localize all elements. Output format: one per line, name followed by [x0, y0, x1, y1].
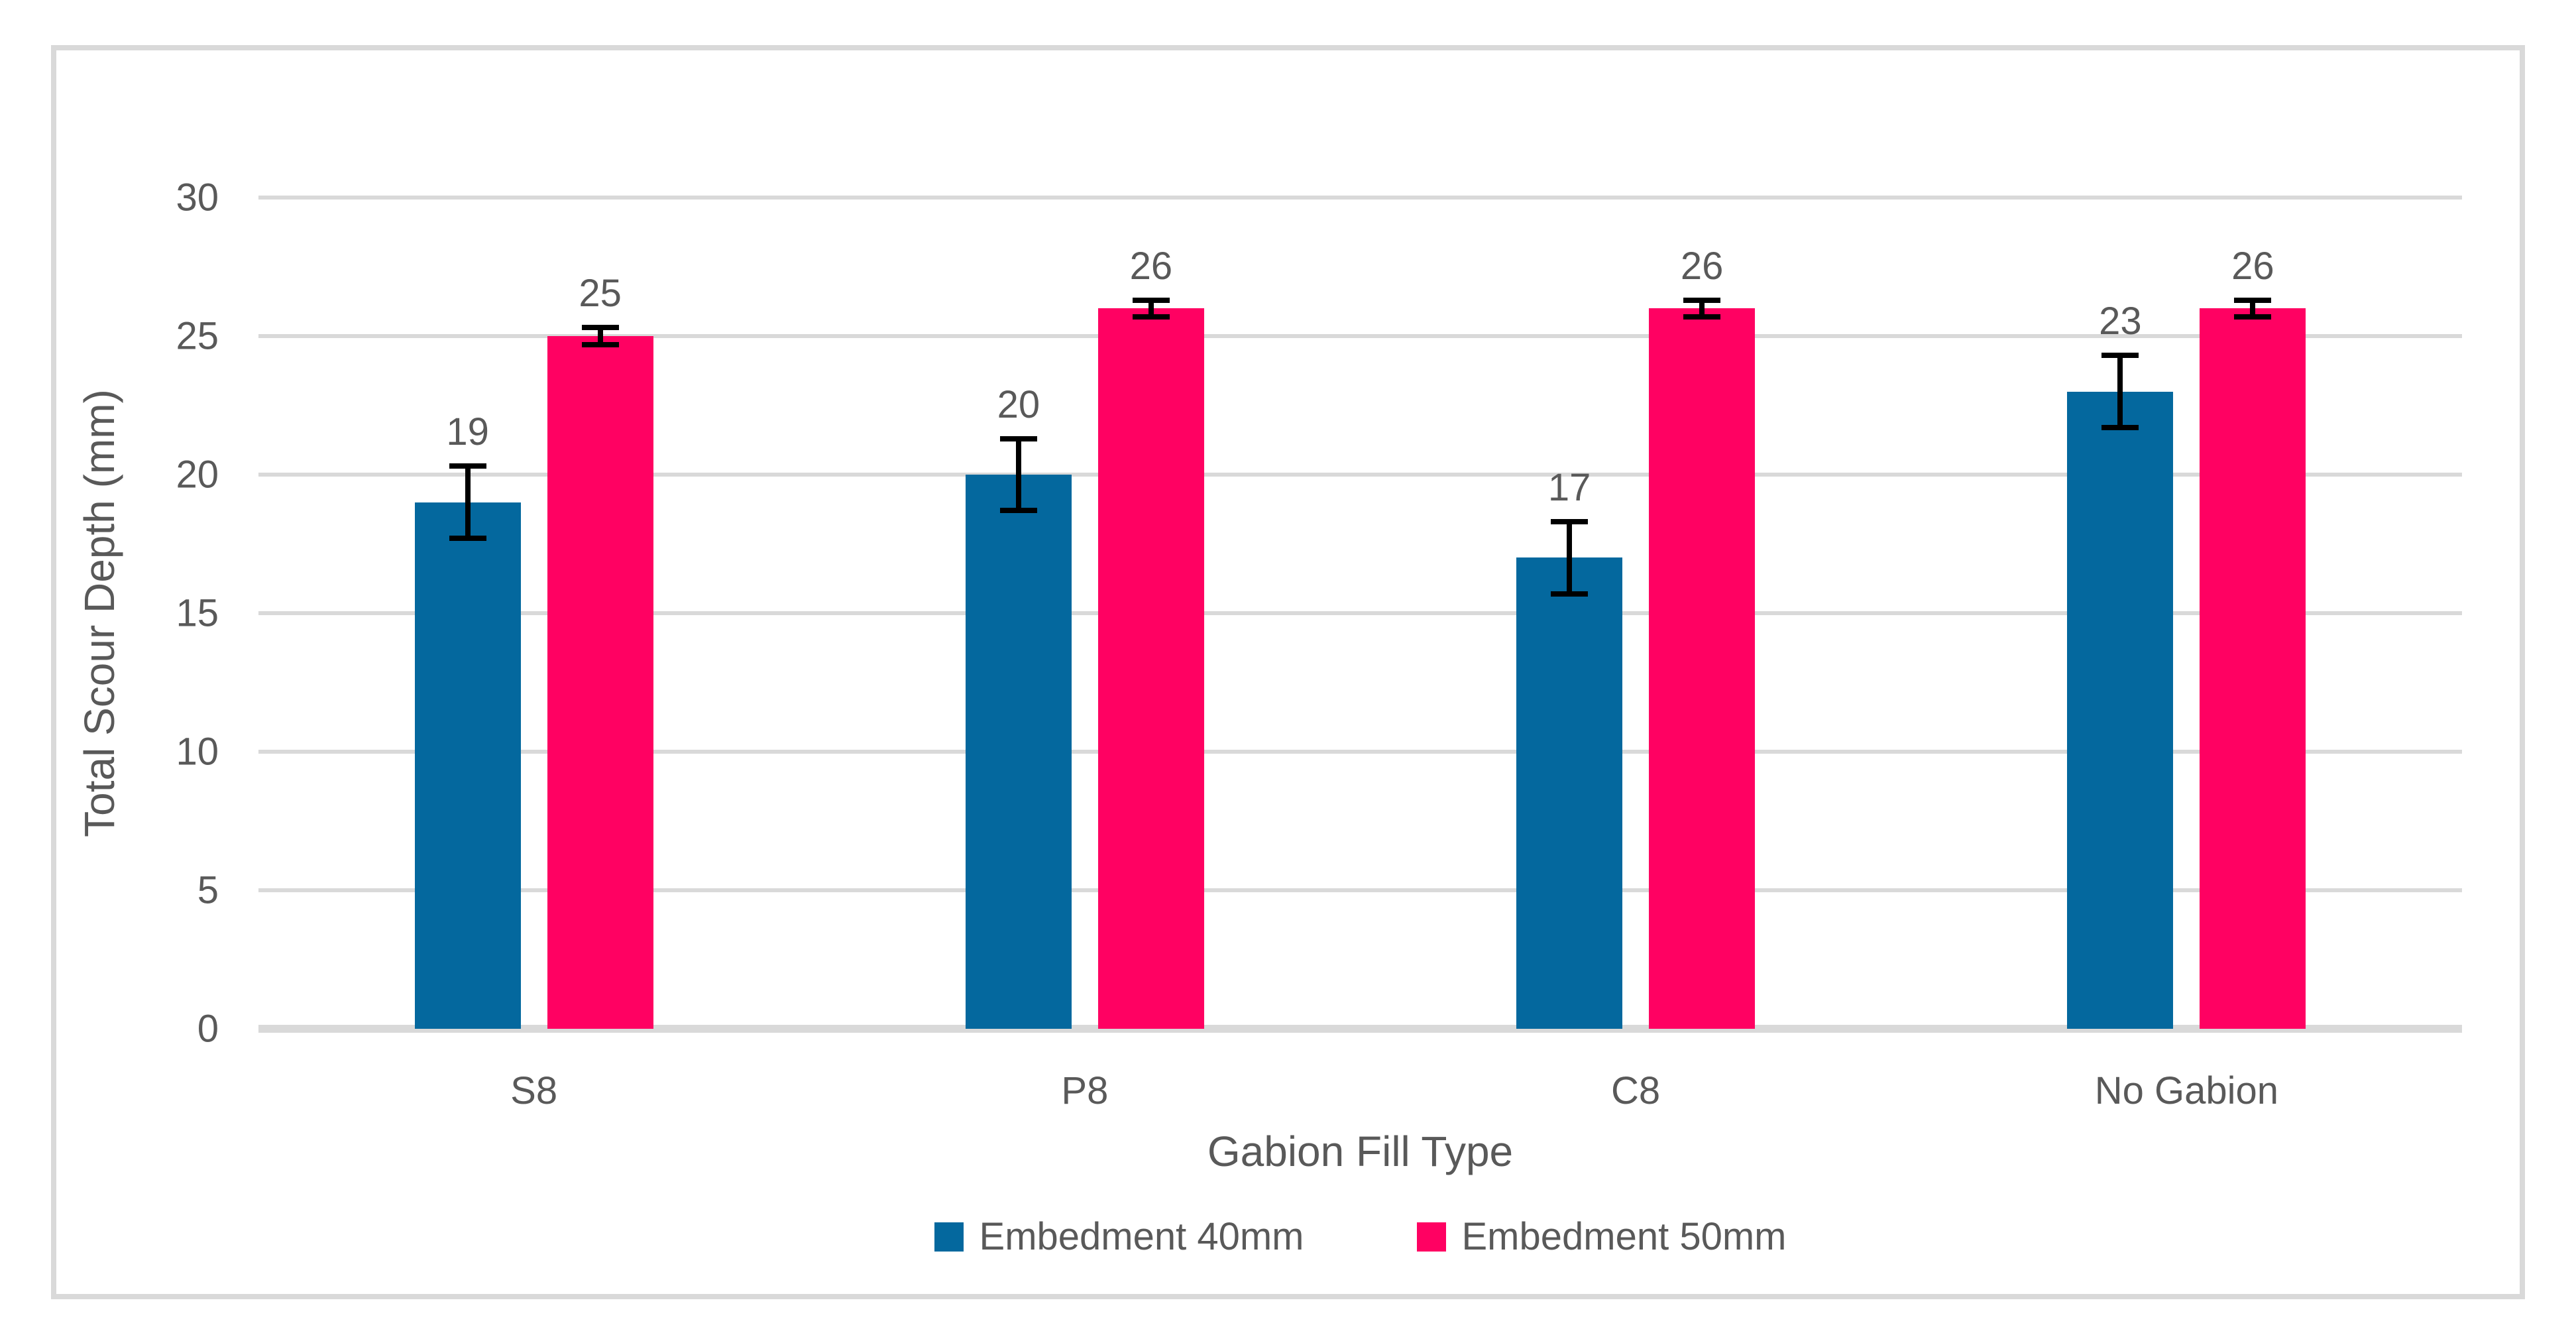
legend-label-embedment-40mm: Embedment 40mm: [979, 1215, 1304, 1258]
bar-col-embedment-40mm-no-gabion: 23: [2067, 198, 2174, 1029]
legend-item-embedment-50mm: Embedment 50mm: [1416, 1214, 1787, 1259]
data-label-embedment-50mm-s8: 25: [579, 272, 622, 316]
data-label-embedment-40mm-s8: 19: [446, 410, 489, 454]
legend-swatch-embedment-50mm: [1416, 1222, 1446, 1252]
y-tick-label-5: 5: [197, 868, 219, 912]
bar-embedment-40mm-s8: [414, 502, 521, 1029]
bar-col-embedment-50mm-s8: 25: [547, 198, 653, 1029]
group-p8: 20 26: [809, 198, 1360, 1029]
bar-embedment-50mm-c8: [1649, 308, 1756, 1029]
error-bar-line: [1015, 438, 1021, 511]
plot-area: 19 25 20 26 17 26 23 26: [258, 196, 2462, 1033]
gridline-20: [258, 473, 2462, 477]
gridline-25: [258, 334, 2462, 338]
bar-embedment-50mm-p8: [1097, 308, 1204, 1029]
error-bar-cap-top: [2101, 353, 2139, 359]
error-bar-line: [2117, 355, 2123, 428]
bar-col-embedment-50mm-c8: 26: [1649, 198, 1756, 1029]
group-c8: 17 26: [1361, 198, 1911, 1029]
error-bar-line: [1567, 522, 1573, 594]
category-label-c8: C8: [1611, 1069, 1661, 1112]
category-label-s8: S8: [510, 1069, 558, 1112]
x-axis-title: Gabion Fill Type: [1207, 1128, 1514, 1175]
data-label-embedment-40mm-no-gabion: 23: [2099, 300, 2142, 343]
bar-col-embedment-50mm-p8: 26: [1097, 198, 1204, 1029]
error-bar-cap-bottom: [449, 536, 486, 542]
bar-embedment-50mm-s8: [547, 336, 653, 1029]
bar-col-embedment-50mm-no-gabion: 26: [2200, 198, 2306, 1029]
data-label-embedment-50mm-c8: 26: [1680, 244, 1724, 288]
error-bar-line: [597, 327, 603, 345]
error-bar-cap-top: [1551, 519, 1589, 525]
bar-embedment-50mm-no-gabion: [2200, 308, 2306, 1029]
error-bar-cap-bottom: [999, 508, 1037, 514]
error-bar-cap-bottom: [1683, 314, 1721, 320]
error-bar-cap-bottom: [1551, 591, 1589, 597]
bar-embedment-40mm-c8: [1516, 557, 1623, 1029]
y-tick-label-25: 25: [176, 314, 219, 358]
bar-groups: 19 25 20 26 17 26 23 26: [258, 198, 2462, 1029]
legend-swatch-embedment-40mm: [934, 1222, 964, 1252]
error-bar-cap-bottom: [581, 341, 619, 347]
error-bar-line: [2250, 300, 2256, 317]
error-bar-line: [465, 466, 471, 539]
y-tick-label-30: 30: [176, 176, 219, 219]
group-no-gabion: 23 26: [1911, 198, 2462, 1029]
error-bar-cap-top: [999, 436, 1037, 441]
error-bar-cap-bottom: [2234, 314, 2272, 320]
error-bar-line: [1148, 300, 1154, 317]
data-label-embedment-40mm-p8: 20: [997, 382, 1040, 426]
y-tick-label-10: 10: [176, 730, 219, 774]
category-label-p8: P8: [1061, 1069, 1109, 1112]
data-label-embedment-40mm-c8: 17: [1547, 466, 1591, 510]
error-bar-cap-top: [2234, 297, 2272, 303]
legend-label-embedment-50mm: Embedment 50mm: [1461, 1215, 1787, 1258]
y-tick-label-0: 0: [197, 1007, 219, 1051]
gridline-10: [258, 750, 2462, 754]
bar-embedment-40mm-p8: [965, 475, 1072, 1029]
bar-col-embedment-40mm-c8: 17: [1516, 198, 1623, 1029]
bar-col-embedment-40mm-p8: 20: [965, 198, 1072, 1029]
bar-embedment-40mm-no-gabion: [2067, 391, 2174, 1029]
error-bar-cap-top: [1132, 297, 1170, 303]
error-bar-cap-bottom: [1132, 314, 1170, 320]
error-bar-cap-bottom: [2101, 424, 2139, 430]
bar-col-embedment-40mm-s8: 19: [414, 198, 521, 1029]
error-bar-cap-top: [449, 463, 486, 469]
gridline-5: [258, 888, 2462, 892]
error-bar-cap-top: [1683, 297, 1721, 303]
group-s8: 19 25: [258, 198, 809, 1029]
error-bar-cap-top: [581, 325, 619, 331]
y-tick-label-20: 20: [176, 453, 219, 496]
error-bar-line: [1699, 300, 1705, 317]
legend-item-embedment-40mm: Embedment 40mm: [934, 1214, 1304, 1259]
x-axis-line: [258, 1025, 2462, 1033]
data-label-embedment-50mm-p8: 26: [1129, 244, 1173, 288]
category-label-no-gabion: No Gabion: [2094, 1069, 2279, 1112]
data-label-embedment-50mm-no-gabion: 26: [2231, 244, 2274, 288]
legend: Embedment 40mm Embedment 50mm: [258, 1214, 2462, 1259]
gridline-30: [258, 196, 2462, 200]
y-tick-label-15: 15: [176, 591, 219, 635]
gridline-15: [258, 611, 2462, 615]
